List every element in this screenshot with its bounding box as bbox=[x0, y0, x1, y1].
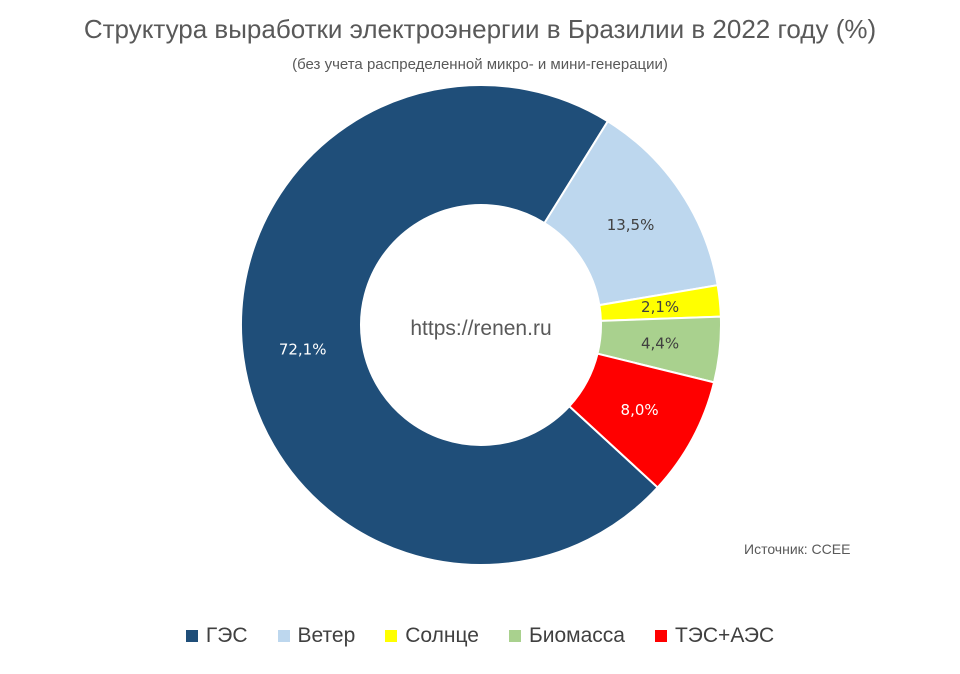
legend-swatch bbox=[385, 630, 398, 642]
source-note: Источник: CCEE bbox=[744, 541, 851, 557]
legend-label: ГЭС bbox=[205, 624, 248, 647]
watermark-text: https://renen.ru bbox=[410, 317, 551, 340]
legend-item: ГЭС bbox=[185, 624, 248, 648]
legend-label: Ветер bbox=[297, 624, 356, 647]
legend-item: Биомасса bbox=[508, 624, 625, 648]
chart-legend: ГЭС Ветер Солнце Биомасса ТЭС+АЭС bbox=[0, 624, 960, 648]
legend-item: Ветер bbox=[277, 624, 356, 648]
legend-item: Солнце bbox=[385, 624, 479, 648]
legend-swatch bbox=[185, 630, 198, 642]
legend-label: Солнце bbox=[405, 624, 479, 647]
legend-label: ТЭС+АЭС bbox=[674, 624, 775, 647]
legend-swatch bbox=[508, 630, 521, 642]
legend-label: Биомасса bbox=[528, 624, 625, 647]
slice-4 bbox=[567, 352, 716, 489]
data-label-2: 2,1% bbox=[641, 298, 679, 316]
data-label-3: 4,4% bbox=[641, 335, 679, 353]
slice-0 bbox=[240, 84, 660, 566]
chart-subtitle: (без учета распределенной микро- и мини-… bbox=[292, 56, 668, 73]
data-label-0: 72,1% bbox=[279, 340, 327, 358]
legend-swatch bbox=[277, 630, 290, 642]
data-label-4: 8,0% bbox=[621, 401, 659, 419]
legend-item: ТЭС+АЭС bbox=[654, 624, 775, 648]
chart-title: Структура выработки электроэнергии в Бра… bbox=[83, 14, 877, 44]
legend-swatch bbox=[654, 630, 667, 642]
data-label-1: 13,5% bbox=[607, 216, 655, 234]
